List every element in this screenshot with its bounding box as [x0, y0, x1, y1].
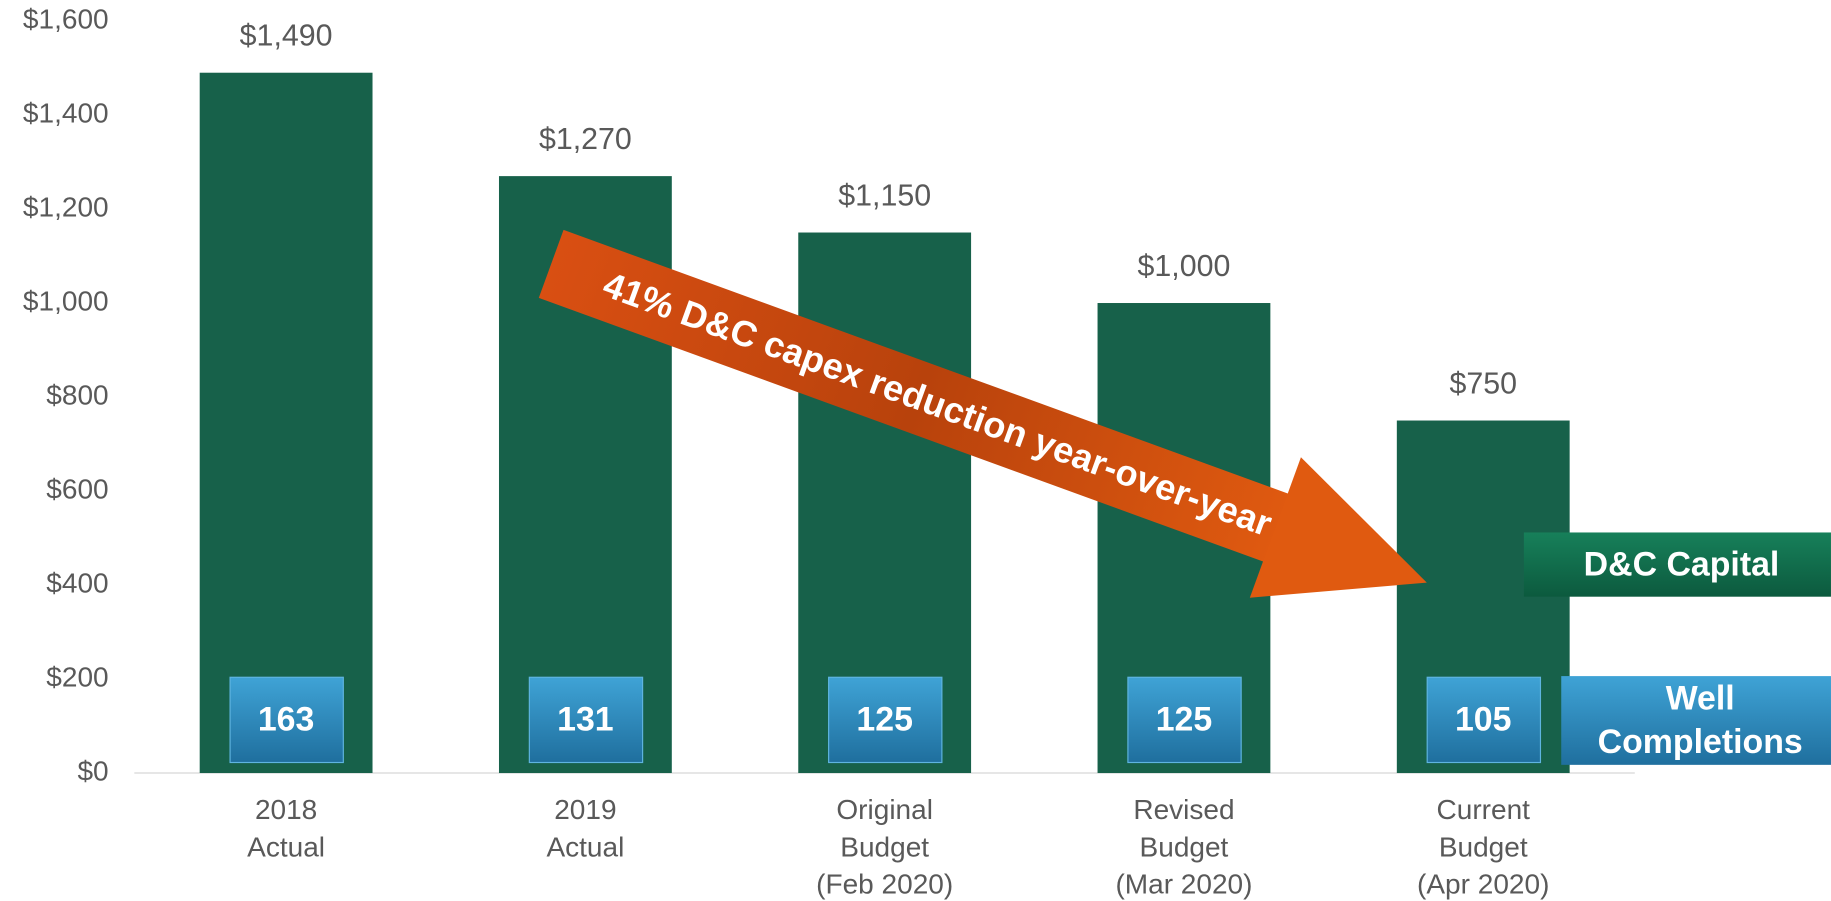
y-tick-label: $200	[46, 661, 108, 692]
value-label: $1,150	[838, 180, 931, 213]
well-box	[528, 676, 644, 764]
x-tick-label: Budget	[1140, 831, 1229, 862]
y-tick-label: $1,400	[23, 97, 109, 128]
legend-box	[1523, 532, 1831, 597]
x-tick-label: 2019	[554, 794, 616, 825]
x-tick-label: Budget	[1439, 831, 1528, 862]
well-completions-label: 125	[1156, 701, 1213, 739]
arrow-shaft	[538, 229, 1299, 566]
y-tick-label: $400	[46, 567, 108, 598]
x-tick-label: Revised	[1133, 794, 1234, 825]
x-tick-label: 2018	[255, 794, 317, 825]
arrow-head	[1249, 457, 1427, 598]
value-label: $1,270	[539, 123, 632, 156]
legend-box	[1561, 676, 1831, 765]
legend-label: Well	[1666, 680, 1735, 718]
x-tick-label: (Feb 2020)	[816, 869, 953, 900]
well-completions-label: 105	[1455, 701, 1512, 739]
x-tick-label: (Apr 2020)	[1417, 869, 1549, 900]
value-label: $1,490	[240, 20, 333, 53]
y-tick-label: $1,000	[23, 285, 109, 316]
well-completions-label: 125	[856, 701, 912, 739]
legend-label: Completions	[1598, 723, 1803, 761]
well-box	[229, 676, 344, 764]
x-tick-label: Budget	[840, 831, 929, 862]
legend-label: D&C Capital	[1584, 545, 1780, 583]
y-tick-label: $1,200	[23, 191, 109, 222]
well-completions-label: 131	[557, 701, 614, 739]
x-tick-label: Actual	[247, 831, 325, 862]
y-tick-label: $600	[46, 473, 108, 504]
bar	[199, 72, 373, 774]
x-tick-label: Original	[836, 794, 933, 825]
x-tick-label: Actual	[546, 831, 624, 862]
well-box	[828, 676, 943, 764]
well-completions-label: 163	[258, 701, 314, 739]
value-label: $750	[1449, 368, 1517, 401]
y-tick-label: $0	[77, 755, 108, 786]
y-tick-label: $1,600	[23, 3, 109, 34]
well-box	[1426, 676, 1542, 764]
x-tick-label: (Mar 2020)	[1115, 869, 1252, 900]
y-tick-label: $800	[46, 379, 108, 410]
x-tick-label: Current	[1437, 794, 1531, 825]
well-box	[1127, 676, 1242, 764]
value-label: $1,000	[1138, 250, 1231, 283]
